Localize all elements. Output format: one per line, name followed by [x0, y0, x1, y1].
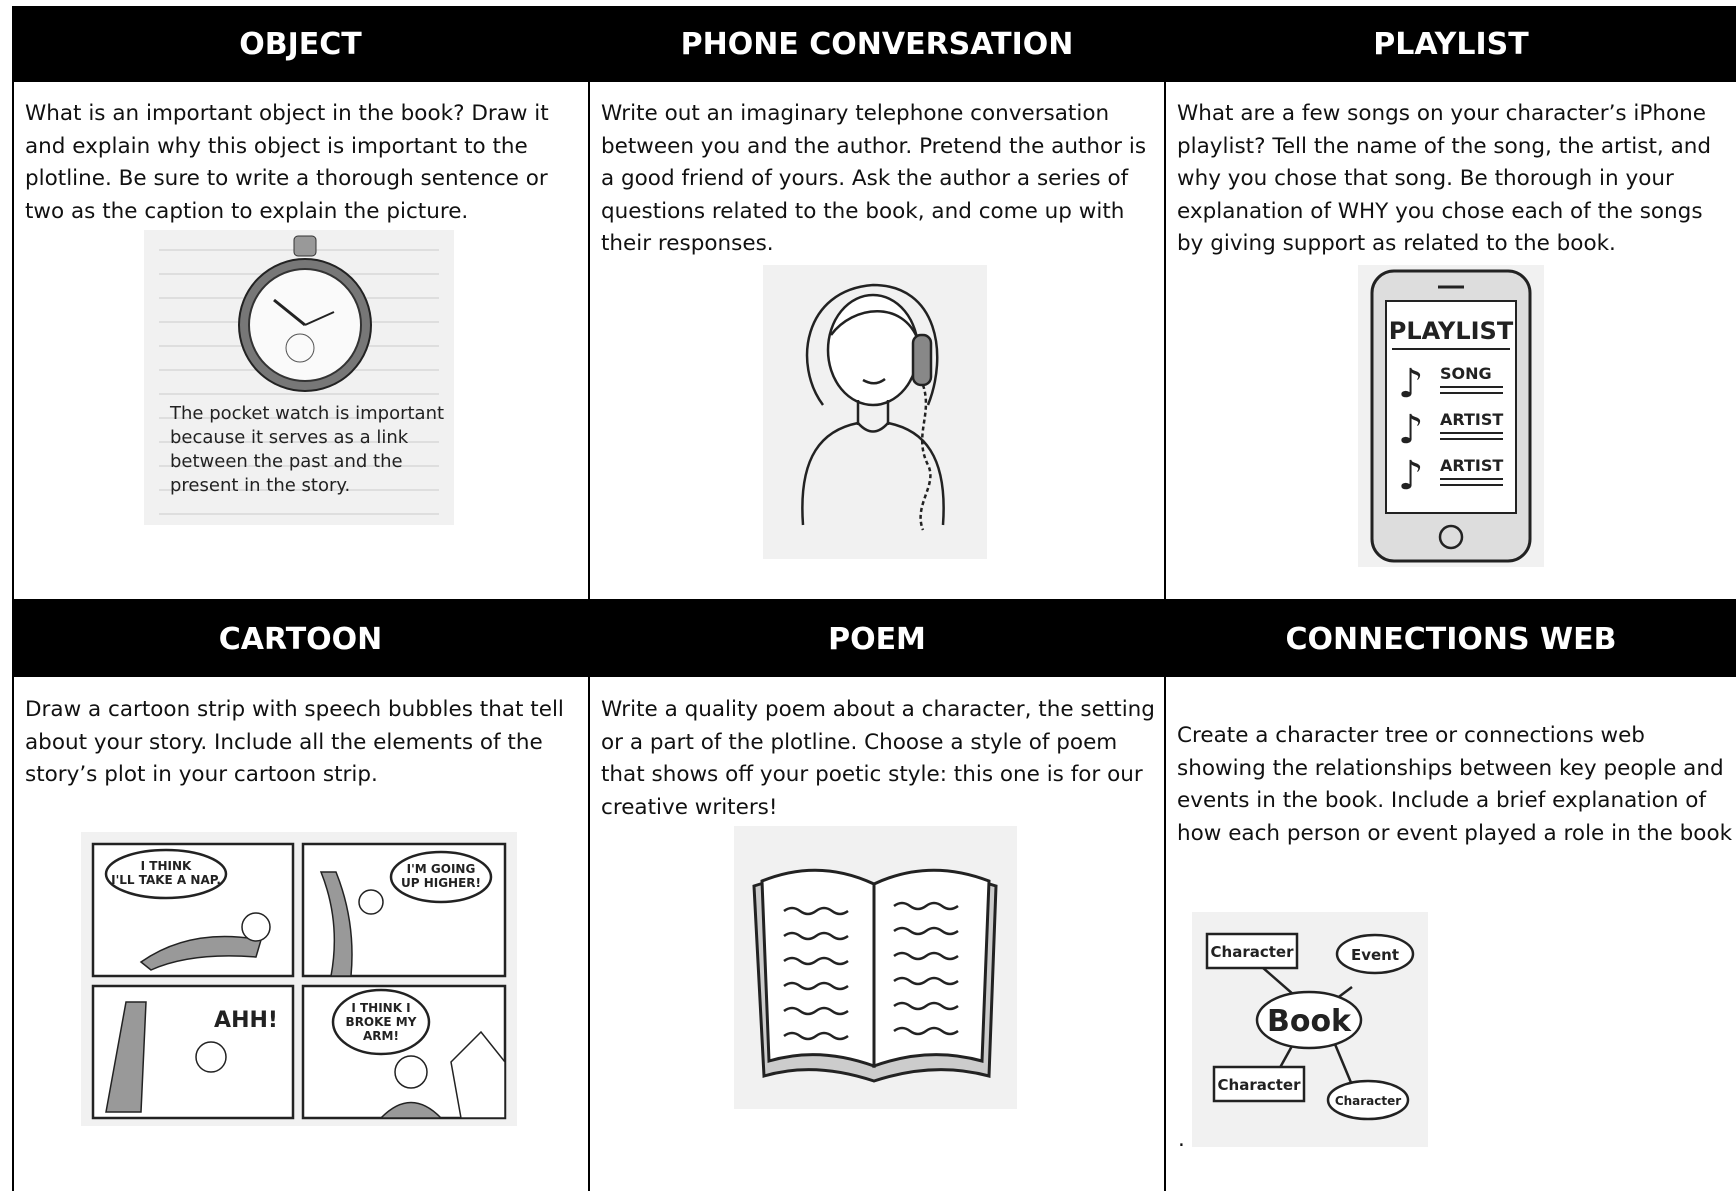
- card-text: Write out an imaginary telephone convers…: [601, 101, 1147, 257]
- illustration-text: ♪: [1398, 453, 1424, 499]
- illustration-path: [319, 871, 353, 977]
- playlist-item: ARTIST: [1440, 456, 1503, 475]
- watch-illustration: The pocket watch is important because it…: [144, 230, 454, 525]
- illustration-circle: [285, 333, 315, 363]
- illustration-g: The pocket watch is important because it…: [169, 403, 444, 496]
- playlist-heading: PLAYLIST: [1389, 317, 1514, 345]
- playlist-item: SONG: [1440, 364, 1492, 383]
- speech-bubble: I THINK I: [351, 1001, 410, 1015]
- web-illustration: Book Character Event Character Character: [1192, 912, 1428, 1147]
- illustration-ellipse: [1335, 933, 1415, 975]
- illustration-g: [801, 283, 945, 531]
- illustration-ellipse: [1326, 1079, 1410, 1121]
- web-node: Character: [1218, 1076, 1302, 1094]
- cartoon-illustration: I THINK I'LL TAKE A NAP. I'M GOING UP HI…: [81, 832, 517, 1126]
- card-title: CONNECTIONS WEB: [1166, 601, 1736, 677]
- illustration-rect: [1205, 932, 1299, 970]
- illustration-g: SONG ARTIST ARTIST: [1440, 364, 1503, 475]
- card-text: Draw a cartoon strip with speech bubbles…: [25, 697, 564, 788]
- illustration-path: [105, 1001, 147, 1113]
- illustration-line: [273, 298, 306, 327]
- illustration-path: [450, 1030, 506, 1119]
- border: [12, 6, 14, 1191]
- illustration-g: [105, 871, 506, 1119]
- card-text: What are a few songs on your character’s…: [1177, 101, 1712, 257]
- illustration-circle: [358, 889, 384, 915]
- illustration-ellipse: [1255, 990, 1363, 1050]
- speech-bubble: I'M GOING: [407, 862, 476, 876]
- illustration-circle: [394, 1055, 428, 1089]
- phone-illustration: [763, 265, 987, 559]
- card-text: Create a character tree or connections w…: [1177, 723, 1733, 846]
- illustration-g: [1205, 932, 1415, 1121]
- illustration-path: [783, 906, 849, 1041]
- illustration-rect: [1385, 300, 1517, 514]
- illustration-circle: [241, 912, 271, 942]
- card-title: PHONE CONVERSATION: [590, 6, 1164, 82]
- web-node: Character: [1335, 1094, 1401, 1108]
- card-title: POEM: [590, 601, 1164, 677]
- speech-bubble: I'LL TAKE A NAP.: [111, 873, 221, 887]
- speech-bubble: ARM!: [363, 1029, 399, 1043]
- illustration-circle: [195, 1041, 227, 1073]
- border: [1164, 6, 1166, 1191]
- stray-mark: .: [1178, 1127, 1185, 1152]
- illustration-path: [919, 384, 932, 531]
- caption-line: between the past and the: [170, 451, 403, 472]
- illustration-rect: [911, 333, 933, 387]
- card-text: Write a quality poem about a character, …: [601, 697, 1155, 820]
- playlist-item: ARTIST: [1440, 410, 1503, 429]
- illustration-g: [783, 901, 959, 1041]
- illustration-rect: [293, 235, 317, 257]
- illustration-ellipse: [104, 848, 228, 900]
- illustration-path: [760, 868, 991, 1069]
- caption-line: The pocket watch is important: [169, 403, 444, 424]
- illustration-rect: [1212, 1065, 1306, 1103]
- illustration-g: I THINK I'LL TAKE A NAP. I'M GOING UP HI…: [111, 859, 481, 1043]
- illustration-g: Book Character Event Character Character: [1211, 943, 1402, 1108]
- illustration-path: [801, 421, 945, 526]
- playlist-illustration: PLAYLIST SONG ARTIST ARTIST ♪♪♪: [1358, 265, 1544, 567]
- book-illustration: [734, 826, 1017, 1109]
- web-node: Event: [1351, 946, 1399, 964]
- illustration-path: [862, 377, 886, 385]
- illustration-line: [304, 311, 335, 326]
- web-center: Book: [1267, 1004, 1352, 1039]
- illustration-text: ♪: [1398, 407, 1424, 453]
- border: [12, 599, 1736, 601]
- illustration-path: [139, 935, 262, 971]
- border: [588, 6, 590, 1191]
- web-node: Character: [1211, 943, 1295, 961]
- illustration-g: [1440, 386, 1503, 486]
- card-title: CARTOON: [13, 601, 588, 677]
- illustration-path: [856, 400, 890, 425]
- illustration-ellipse: [331, 988, 431, 1056]
- illustration-path: [805, 283, 939, 406]
- speech-bubble: AHH!: [214, 1008, 278, 1033]
- card-text: What is an important object in the book?…: [25, 101, 549, 224]
- illustration-ellipse: [389, 850, 493, 904]
- card-title: PLAYLIST: [1166, 6, 1736, 82]
- illustration-path: [893, 901, 959, 1036]
- card-title: OBJECT: [13, 6, 588, 82]
- illustration-path: [829, 310, 920, 341]
- speech-bubble: UP HIGHER!: [401, 876, 481, 890]
- speech-bubble: I THINK: [141, 859, 192, 873]
- illustration-g: ♪♪♪: [1398, 361, 1424, 499]
- caption-line: present in the story.: [170, 475, 350, 496]
- caption-line: because it serves as a link: [170, 427, 409, 448]
- speech-bubble: BROKE MY: [346, 1015, 417, 1029]
- illustration-text: ♪: [1398, 361, 1424, 407]
- illustration-path: [379, 1101, 443, 1119]
- illustration-circle: [1438, 524, 1464, 550]
